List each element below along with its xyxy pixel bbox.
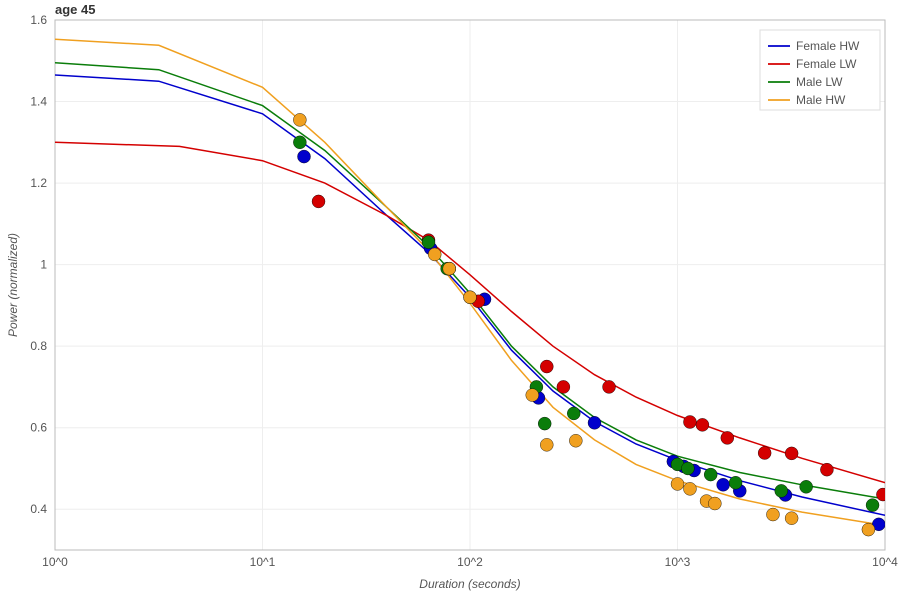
data-point: [681, 462, 694, 475]
data-point: [820, 463, 833, 476]
x-tick-label: 10^0: [42, 555, 68, 569]
y-tick-label: 0.4: [30, 502, 47, 516]
data-point: [785, 512, 798, 525]
y-tick-label: 0.8: [30, 339, 47, 353]
data-point: [721, 431, 734, 444]
x-axis-label: Duration (seconds): [419, 577, 520, 591]
y-tick-label: 1: [40, 258, 47, 272]
data-point: [567, 407, 580, 420]
data-point: [717, 478, 730, 491]
data-point: [683, 415, 696, 428]
data-point: [540, 360, 553, 373]
data-point: [696, 418, 709, 431]
x-tick-label: 10^3: [665, 555, 691, 569]
y-tick-label: 1.4: [30, 95, 47, 109]
data-point: [464, 291, 477, 304]
legend-label: Male LW: [796, 75, 843, 89]
data-point: [708, 497, 721, 510]
data-point: [293, 136, 306, 149]
data-point: [422, 236, 435, 249]
y-tick-label: 1.6: [30, 13, 47, 27]
y-tick-label: 0.6: [30, 421, 47, 435]
data-point: [800, 480, 813, 493]
legend-label: Female LW: [796, 57, 857, 71]
data-point: [729, 476, 742, 489]
data-point: [876, 488, 889, 501]
data-point: [671, 477, 684, 490]
y-axis-label: Power (normalized): [6, 233, 20, 337]
data-point: [866, 499, 879, 512]
data-point: [588, 416, 601, 429]
x-tick-label: 10^1: [250, 555, 276, 569]
data-point: [557, 380, 570, 393]
data-point: [766, 508, 779, 521]
data-point: [704, 468, 717, 481]
y-tick-label: 1.2: [30, 176, 47, 190]
data-point: [758, 446, 771, 459]
data-point: [569, 434, 582, 447]
power-duration-chart: 10^0 10^1 10^2 10^3 10^4 0.4 0.6 0.8 1 1.2 1.4 1.6 D…: [0, 0, 900, 600]
data-point: [775, 484, 788, 497]
data-point: [538, 417, 551, 430]
data-point: [293, 113, 306, 126]
chart-title: age 45: [55, 2, 95, 17]
x-tick-label: 10^2: [457, 555, 483, 569]
data-point: [526, 389, 539, 402]
legend-label: Male HW: [796, 93, 846, 107]
data-point: [428, 248, 441, 261]
data-point: [603, 380, 616, 393]
data-point: [785, 447, 798, 460]
data-point: [443, 262, 456, 275]
data-point: [540, 438, 553, 451]
data-point: [683, 482, 696, 495]
x-tick-label: 10^4: [872, 555, 898, 569]
data-point: [298, 150, 311, 163]
data-point: [862, 523, 875, 536]
data-point: [312, 195, 325, 208]
legend-label: Female HW: [796, 39, 860, 53]
